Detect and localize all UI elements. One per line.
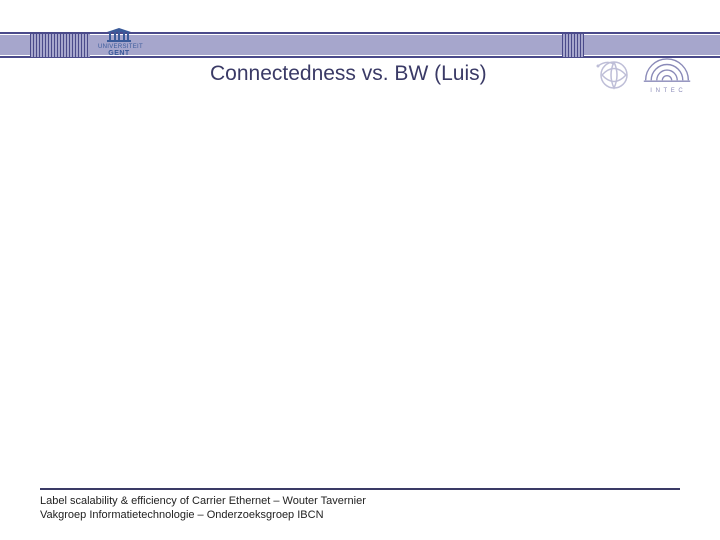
hatch-decoration-left — [30, 34, 90, 57]
building-icon — [107, 28, 131, 42]
university-logo-line2: GENT — [98, 50, 140, 58]
slide-title: Connectedness vs. BW (Luis) — [210, 62, 487, 86]
intec-logo: I N T E C — [642, 58, 692, 94]
footer-line-2: Vakgroep Informatietechnologie – Onderzo… — [40, 508, 366, 522]
hatch-decoration-right — [562, 34, 584, 57]
footer-line-1: Label scalability & efficiency of Carrie… — [40, 494, 366, 508]
footer-rule — [40, 488, 680, 490]
header-band: UNIVERSITEIT GENT Connectedness vs. BW (… — [0, 28, 720, 62]
footer-text: Label scalability & efficiency of Carrie… — [40, 494, 366, 522]
university-logo: UNIVERSITEIT GENT — [98, 28, 140, 66]
intec-logo-label: I N T E C — [642, 88, 692, 94]
partner-logo-globe — [592, 56, 632, 94]
